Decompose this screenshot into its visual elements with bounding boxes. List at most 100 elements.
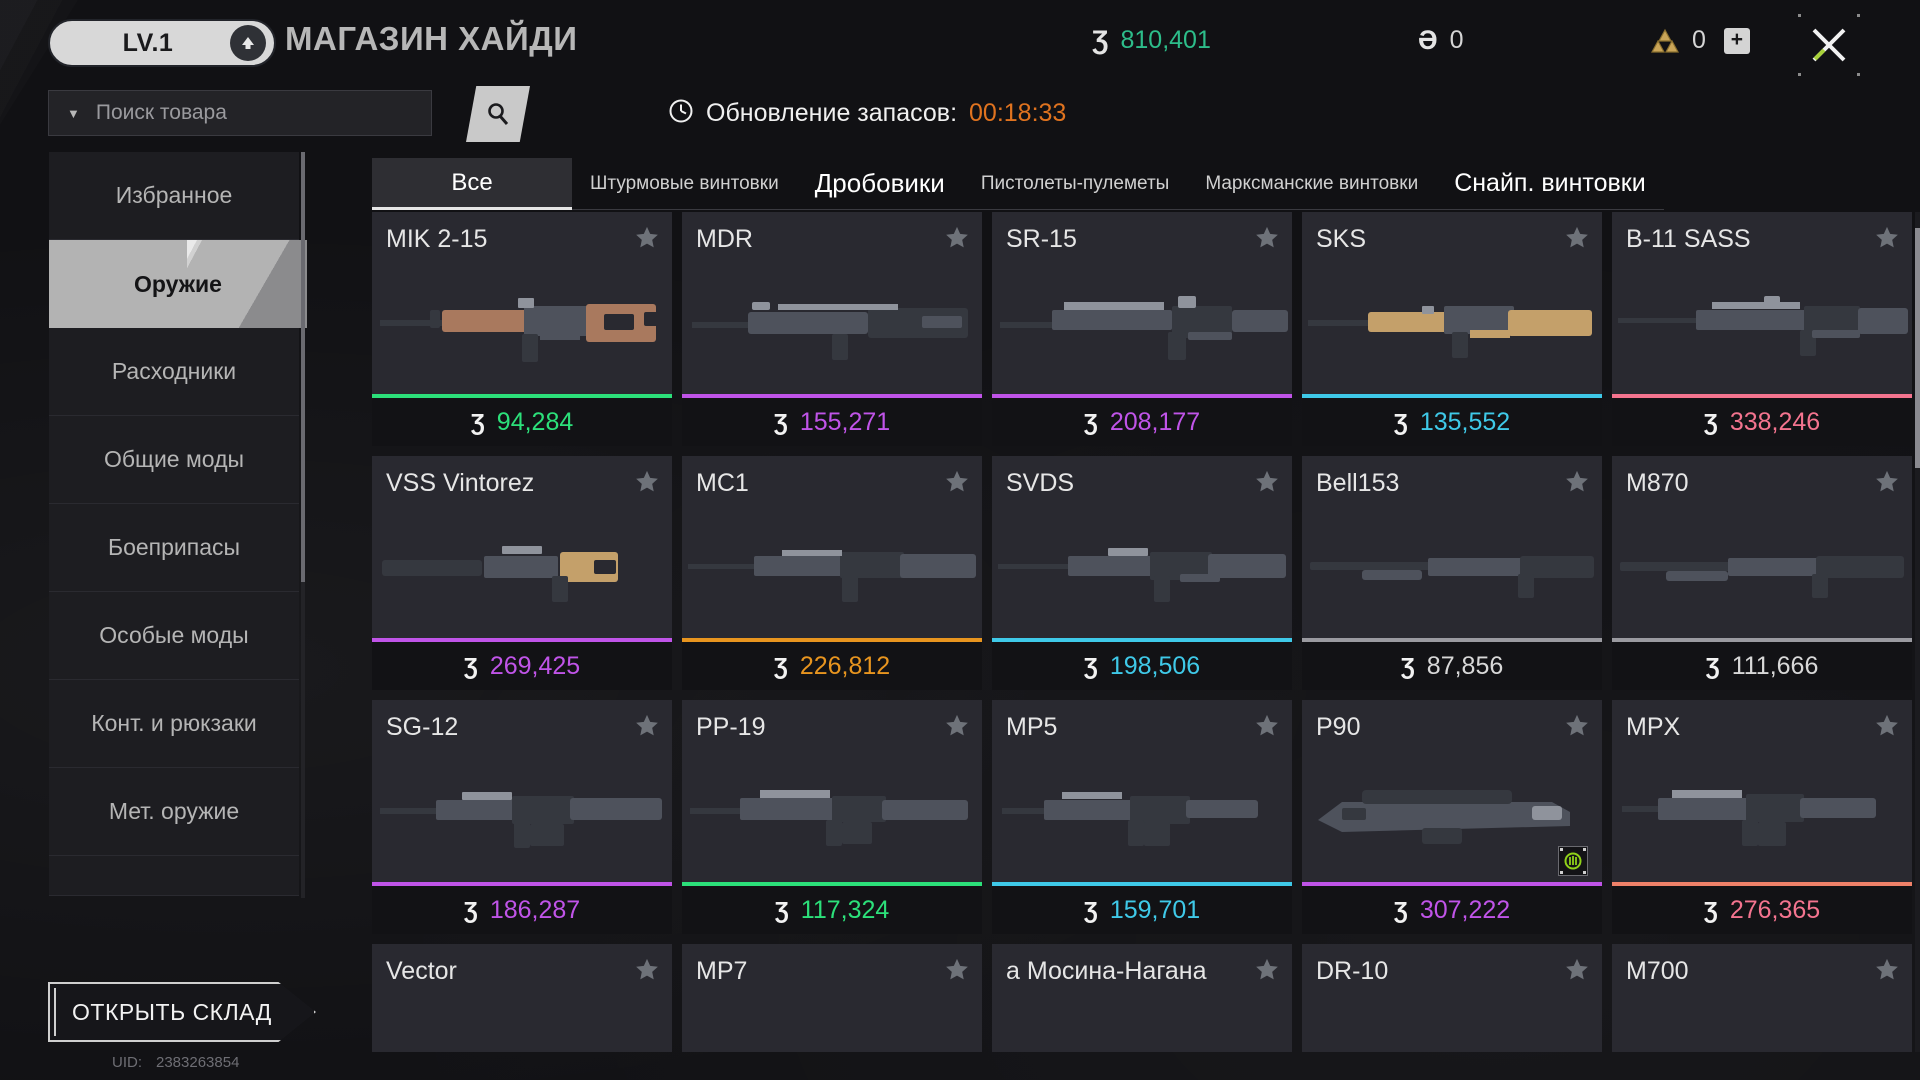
item-price-value: 208,177	[1109, 407, 1201, 436]
sidebar-item-ammo[interactable]: Боеприпасы	[49, 504, 299, 592]
favorite-star-icon[interactable]	[944, 712, 970, 743]
sidebar-item-containers[interactable]: Конт. и рюкзаки	[49, 680, 299, 768]
restock-label: Обновление запасов:	[706, 99, 958, 127]
sidebar-item-label: Особые моды	[99, 622, 249, 648]
sidebar-item-melee[interactable]: Мет. оружие	[49, 768, 299, 856]
item-name: MDR	[696, 224, 753, 253]
tab-smgs[interactable]: Пистолеты-пулеметы	[962, 158, 1188, 210]
currency-soft: Ʒ 810,401	[1092, 26, 1211, 55]
item-card[interactable]: VSS Vintorez Ʒ 269,425	[372, 456, 672, 690]
tab-label: Дробовики	[814, 168, 945, 198]
favorite-star-icon[interactable]	[634, 712, 660, 743]
tab-all[interactable]: Все	[372, 158, 572, 210]
item-card[interactable]: SR-15 Ʒ 208,177	[992, 212, 1292, 446]
favorite-star-icon[interactable]	[634, 468, 660, 499]
search-icon[interactable]	[466, 86, 530, 142]
item-card[interactable]: P90 Ʒ 307,222	[1302, 700, 1602, 934]
favorite-star-icon[interactable]	[1254, 712, 1280, 743]
item-card[interactable]: Vector	[372, 944, 672, 1052]
item-image	[372, 754, 672, 882]
sidebar-item-general-mods[interactable]: Общие моды	[49, 416, 299, 504]
favorite-star-icon[interactable]	[1564, 224, 1590, 255]
item-name: Bell153	[1316, 468, 1400, 497]
soft-currency-icon: Ʒ	[773, 408, 788, 435]
open-stash-button[interactable]: ОТКРЫТЬ СКЛАД	[48, 982, 316, 1042]
favorite-star-icon[interactable]	[1254, 956, 1280, 987]
open-stash-label: ОТКРЫТЬ СКЛАД	[72, 998, 272, 1025]
close-icon[interactable]	[1798, 14, 1860, 76]
item-name: MIK 2-15	[386, 224, 488, 253]
item-card[interactable]: B-11 SASS Ʒ 338,246	[1612, 212, 1912, 446]
item-card[interactable]: MDR Ʒ 155,271	[682, 212, 982, 446]
item-card[interactable]: MC1 Ʒ 226,812	[682, 456, 982, 690]
item-card[interactable]: M700	[1612, 944, 1912, 1052]
soft-currency-icon: Ʒ	[470, 408, 485, 435]
item-name: DR-10	[1316, 956, 1389, 985]
item-name: SG-12	[386, 712, 459, 741]
item-image	[1302, 266, 1602, 394]
item-name: а Мосина-Нагана	[1006, 956, 1207, 985]
item-name: PP-19	[696, 712, 766, 741]
item-card[interactable]: MP5 Ʒ 159,701	[992, 700, 1292, 934]
chevron-down-icon[interactable]: ▼	[67, 105, 80, 121]
grid-scrollbar-thumb[interactable]	[1915, 228, 1920, 468]
item-image	[682, 510, 982, 638]
item-card[interactable]: SG-12 Ʒ 186,287	[372, 700, 672, 934]
add-currency-button[interactable]: +	[1723, 27, 1750, 54]
favorite-star-icon[interactable]	[1254, 224, 1280, 255]
item-name: Vector	[386, 956, 457, 985]
item-card[interactable]: M870 Ʒ 111,666	[1612, 456, 1912, 690]
mid-currency-icon: Ə	[1418, 25, 1438, 55]
item-card[interactable]: MIK 2-15 Ʒ 94,284	[372, 212, 672, 446]
sidebar-item-label: Расходники	[111, 358, 237, 384]
item-card[interactable]: SKS Ʒ 135,552	[1302, 212, 1602, 446]
favorite-star-icon[interactable]	[944, 956, 970, 987]
soft-currency-icon: Ʒ	[1705, 652, 1720, 679]
favorite-star-icon[interactable]	[1564, 712, 1590, 743]
search-input[interactable]: ▼ Поиск товара	[48, 90, 432, 136]
item-card-header: P90	[1302, 700, 1602, 754]
level-badge[interactable]: LV.1	[48, 19, 276, 67]
item-card-header: MP7	[682, 944, 982, 998]
item-image	[1612, 266, 1912, 394]
favorite-star-icon[interactable]	[634, 224, 660, 255]
restock-timer: Обновление запасов: 00:18:33	[668, 98, 1066, 129]
favorite-star-icon[interactable]	[1254, 468, 1280, 499]
item-price-value: 87,856	[1426, 651, 1504, 680]
favorite-star-icon[interactable]	[634, 956, 660, 987]
favorite-star-icon[interactable]	[1874, 712, 1900, 743]
item-card[interactable]: SVDS Ʒ 198,506	[992, 456, 1292, 690]
favorite-star-icon[interactable]	[944, 224, 970, 255]
sidebar-item-weapons[interactable]: Оружие	[49, 240, 307, 328]
item-card[interactable]: а Мосина-Нагана	[992, 944, 1292, 1052]
sidebar-scrollbar-thumb[interactable]	[301, 152, 305, 582]
item-card[interactable]: PP-19 Ʒ 117,324	[682, 700, 982, 934]
favorite-star-icon[interactable]	[1874, 224, 1900, 255]
favorite-star-icon[interactable]	[1874, 468, 1900, 499]
sidebar-item-consumables[interactable]: Расходники	[49, 328, 299, 416]
item-card-header: B-11 SASS	[1612, 212, 1912, 266]
item-card[interactable]: Bell153 Ʒ 87,856	[1302, 456, 1602, 690]
tab-shotguns[interactable]: Дробовики	[796, 158, 963, 210]
item-card-header: VSS Vintorez	[372, 456, 672, 510]
item-card-header: а Мосина-Нагана	[992, 944, 1292, 998]
item-card[interactable]: MPX Ʒ 276,365	[1612, 700, 1912, 934]
sidebar-item-overflow[interactable]	[49, 856, 299, 896]
tab-sniper-rifles[interactable]: Снайп. винтовки	[1436, 158, 1664, 210]
favorite-star-icon[interactable]	[944, 468, 970, 499]
item-card[interactable]: MP7	[682, 944, 982, 1052]
soft-currency-icon: Ʒ	[773, 652, 788, 679]
favorite-star-icon[interactable]	[1564, 468, 1590, 499]
item-card[interactable]: DR-10	[1302, 944, 1602, 1052]
up-arrow-icon	[230, 25, 266, 61]
item-card-header: PP-19	[682, 700, 982, 754]
item-price: Ʒ 94,284	[372, 398, 672, 446]
tab-assault-rifles[interactable]: Штурмовые винтовки	[572, 158, 797, 210]
favorite-star-icon[interactable]	[1874, 956, 1900, 987]
sidebar-item-favorites[interactable]: Избранное	[49, 152, 299, 240]
tab-marksman-rifles[interactable]: Марксманские винтовки	[1187, 158, 1437, 210]
mid-currency-value: 0	[1449, 26, 1464, 54]
favorite-star-icon[interactable]	[1564, 956, 1590, 987]
item-name: SVDS	[1006, 468, 1075, 497]
sidebar-item-special-mods[interactable]: Особые моды	[49, 592, 299, 680]
